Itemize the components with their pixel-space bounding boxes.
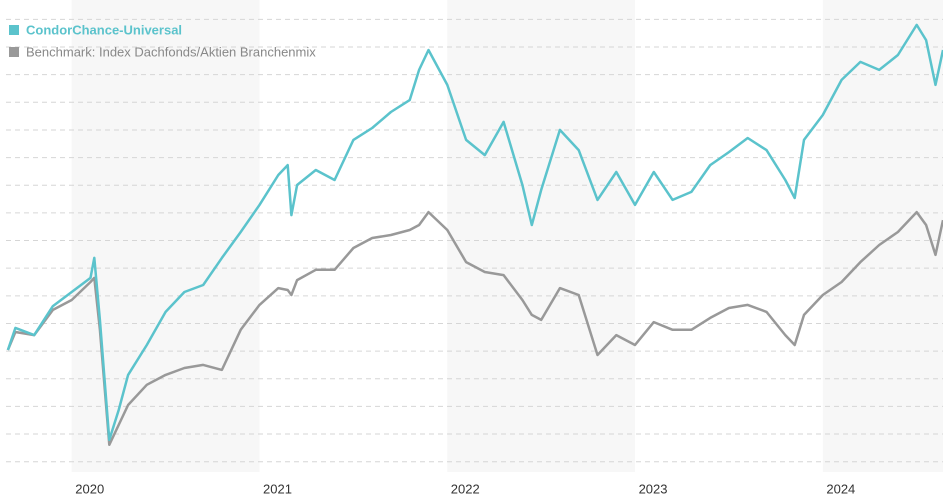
x-tick-label: 2024 — [826, 481, 855, 496]
x-tick-label: 2022 — [451, 481, 480, 496]
legend-label: Benchmark: Index Dachfonds/Aktien Branch… — [26, 44, 316, 59]
lines — [6, 23, 943, 447]
legend-label: CondorChance-Universal — [26, 22, 182, 37]
year-band — [822, 0, 943, 472]
year-bands — [71, 0, 943, 472]
x-axis: 2020 2021 2022 2023 2024 — [75, 481, 855, 496]
grid — [6, 18, 943, 463]
legend-swatch — [9, 47, 19, 57]
legend: CondorChance-Universal Benchmark: Index D… — [9, 22, 316, 59]
x-tick-label: 2020 — [75, 481, 104, 496]
series-line — [6, 23, 943, 442]
series-line — [6, 210, 943, 447]
year-band — [71, 0, 260, 472]
legend-swatch — [9, 25, 19, 35]
year-band — [447, 0, 636, 472]
x-tick-label: 2021 — [263, 481, 292, 496]
x-tick-label: 2023 — [639, 481, 668, 496]
